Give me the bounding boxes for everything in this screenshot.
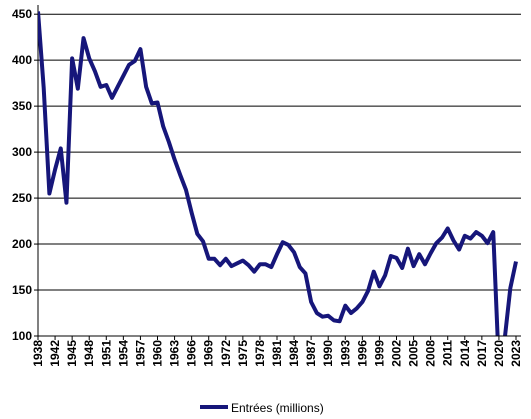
x-tick-label: 1990 [321,340,335,367]
x-tick-label: 2002 [390,340,404,367]
x-tick-label: 1957 [133,340,147,367]
y-tick-label: 200 [12,237,32,251]
data-line [38,11,518,336]
legend-label: Entrées (millions) [231,401,324,415]
x-tick-label: 1984 [287,340,301,367]
x-tick-label: 1996 [355,340,369,367]
x-tick-label: 1945 [65,340,79,367]
x-tick-label: 1960 [151,340,165,367]
x-tick-label: 1975 [236,340,250,367]
x-tick-label: 2008 [424,340,438,367]
x-tick-label: 2017 [475,340,489,367]
x-tick-label: 1963 [168,340,182,367]
y-tick-label: 300 [12,145,32,159]
x-tick-label: 1938 [31,340,45,367]
x-tick-label: 1999 [372,340,386,367]
plot [38,11,518,336]
x-tick-label: 1966 [185,340,199,367]
y-tick-label: 250 [12,191,32,205]
x-tick-label: 2005 [407,340,421,367]
y-tick-label: 450 [12,7,32,21]
x-tick-label: 1948 [82,340,96,367]
x-tick-label: 2020 [492,340,506,367]
x-tick-label: 1972 [219,340,233,367]
y-tick-label: 150 [12,283,32,297]
x-tick-label: 1942 [48,340,62,367]
y-tick-label: 350 [12,99,32,113]
x-tick-label: 1981 [270,340,284,367]
y-tick-label: 100 [12,329,32,343]
x-tick-label: 1978 [253,340,267,367]
x-tick-label: 1987 [304,340,318,367]
x-tick-label: 1993 [338,340,352,367]
x-tick-label: 1954 [116,340,130,367]
x-tick-label: 2014 [458,340,472,367]
y-tick-label: 400 [12,53,32,67]
x-tick-label: 1969 [202,340,216,367]
x-tick-label: 2023 [509,340,523,367]
x-tick-label: 1951 [99,340,113,367]
x-tick-label: 2011 [441,340,455,366]
